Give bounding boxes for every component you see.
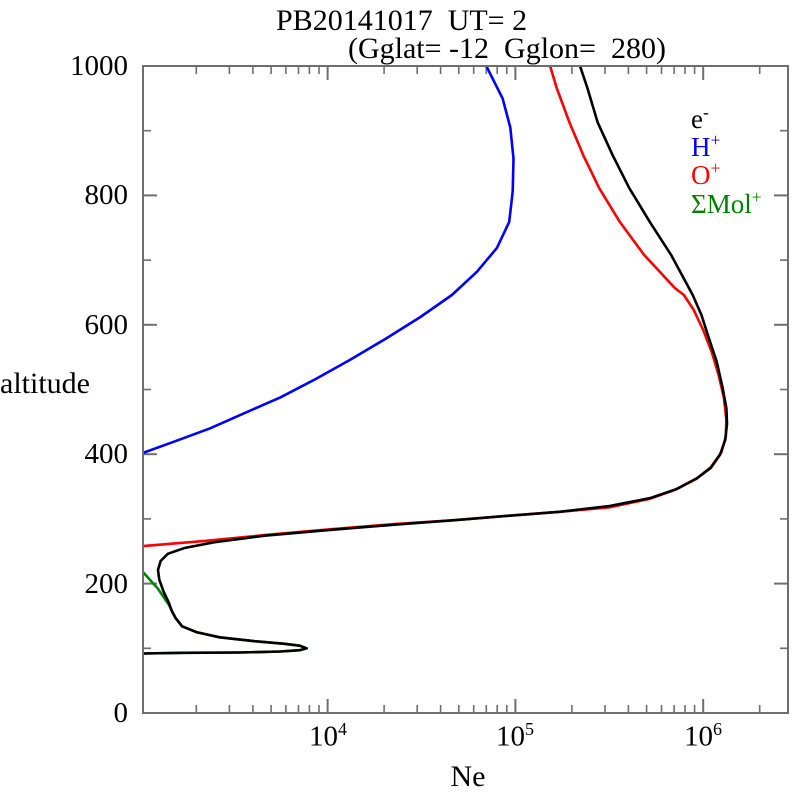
y-tick-label-200: 200 [84,568,129,600]
legend-item-mol-plus: ΣMol+ [691,183,762,218]
y-axis-label: altitude [0,367,90,400]
legend-item-o-plus: O+ [691,154,721,189]
x-tick-label-10e4: 104 [309,719,347,753]
chart-subtitle: (Gglat= -12 Gglon= 280) [348,32,666,65]
legend-label-sup: - [702,102,709,122]
y-tick-label-1000: 1000 [70,50,128,82]
y-tick-label-800: 800 [84,179,129,211]
legend-label-sup: + [710,130,721,150]
y-tick-label-600: 600 [84,309,129,341]
legend-label: H [691,132,711,162]
legend-item-electron: e- [691,98,709,133]
chart-title: PB20141017 UT= 2 [276,4,528,37]
legend-label-sup: + [751,187,762,207]
y-tick-label-400: 400 [84,438,129,470]
legend-label: ΣMol [691,189,752,219]
x-tick-label-10e6: 106 [684,719,722,753]
legend-label-sup: + [710,158,721,178]
y-tick-label-0: 0 [113,697,129,729]
x-tick-label-10e5: 105 [496,719,534,753]
legend-label: O [691,160,711,190]
legend-item-h-plus: H+ [691,126,721,161]
legend-label: e [691,104,703,134]
x-axis-label: Ne [450,760,486,793]
